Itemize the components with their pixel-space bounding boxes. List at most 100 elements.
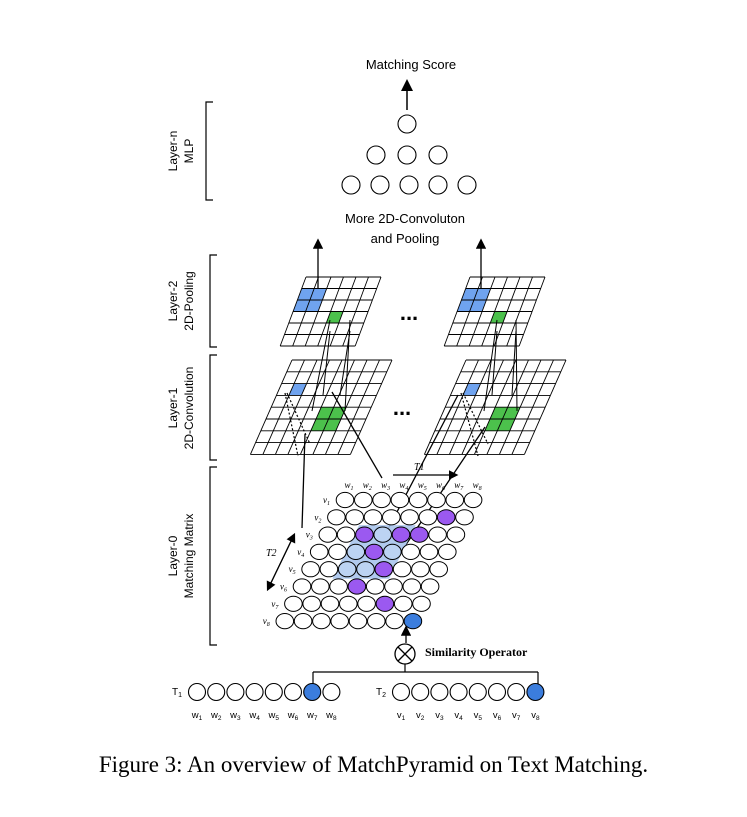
matrix-node <box>320 595 340 612</box>
mlp-node <box>370 175 390 195</box>
mlp-node <box>428 145 448 165</box>
layer-2-desc: 2D-Pooling <box>182 271 196 330</box>
conv-map-left <box>249 359 393 455</box>
matrix-node <box>390 491 410 509</box>
mlp-node <box>397 145 417 165</box>
matrix-node <box>446 526 466 543</box>
mlp-nodes <box>341 114 477 195</box>
conv-ellipsis: ... <box>393 395 411 420</box>
feature-map-grids <box>249 276 567 455</box>
matrix-node <box>391 526 411 543</box>
matrix-node <box>382 509 401 526</box>
matrix-node <box>420 578 440 595</box>
highlight-cell <box>490 311 508 323</box>
matrix-node <box>373 526 393 543</box>
word-node <box>226 682 245 702</box>
row-label: v6 <box>280 582 287 594</box>
highlight-cell <box>326 311 344 323</box>
matrix-node <box>375 595 395 612</box>
matrix-node <box>374 561 394 578</box>
word-node <box>322 682 341 702</box>
matrix-node <box>328 543 347 561</box>
word-label: v2 <box>416 710 425 722</box>
col-label: w1 <box>344 480 353 492</box>
pooling-map-left <box>279 276 382 347</box>
matrix-node <box>309 543 329 561</box>
similarity-operator-icon <box>394 643 416 665</box>
col-label: w7 <box>454 480 464 492</box>
matrix-node <box>383 543 402 561</box>
word-label: w8 <box>325 710 337 722</box>
matrix-node <box>384 578 403 595</box>
matrix-node <box>428 526 447 543</box>
row-label: v3 <box>306 530 313 542</box>
matrix-node <box>412 595 431 612</box>
matrix-node <box>354 491 373 509</box>
matrix-node <box>356 561 375 578</box>
mlp-node <box>399 175 419 195</box>
row-label: v2 <box>314 512 321 524</box>
matching-score-label: Matching Score <box>366 57 456 72</box>
matrix-node <box>372 491 391 509</box>
layer-1-bracket: Layer-1 2D-Convolution <box>166 354 217 461</box>
mlp-node <box>428 175 448 195</box>
word-label: w6 <box>287 710 299 722</box>
t1-axis-label: T1 <box>414 462 425 473</box>
word-node <box>264 682 283 702</box>
matrix-node <box>401 543 421 561</box>
matrix-node <box>347 578 367 595</box>
word-label: v6 <box>493 710 502 722</box>
word-label: w3 <box>229 710 241 722</box>
layer-n-desc: MLP <box>182 139 196 164</box>
matrix-node <box>292 578 312 595</box>
layer-n-name: Layer-n <box>166 131 180 172</box>
col-label: w4 <box>399 480 408 492</box>
matrix-node <box>436 509 456 526</box>
layer-2-bracket: Layer-2 2D-Pooling <box>166 254 217 348</box>
matrix-node <box>327 509 346 526</box>
word-label: v3 <box>435 710 444 722</box>
t2-axis-label: T2 <box>266 548 277 559</box>
col-label: w6 <box>436 480 445 492</box>
word-label: v5 <box>474 710 483 722</box>
matrix-node <box>329 578 348 595</box>
word-label: w7 <box>306 710 318 722</box>
matrix-node <box>301 561 320 578</box>
matrix-node <box>345 509 365 526</box>
mlp-node <box>341 175 361 195</box>
matrix-node <box>438 543 457 561</box>
matrix-node <box>337 561 357 578</box>
sequence-t2: T2 v1 v2 v3 v4 v5 v6 v7 v8 <box>376 682 545 722</box>
matrix-node <box>346 543 366 561</box>
word-node <box>526 682 545 702</box>
col-label: w3 <box>381 480 390 492</box>
matrix-node <box>335 491 355 509</box>
col-label: w8 <box>473 480 482 492</box>
matrix-node <box>429 561 449 578</box>
layer-1-desc: 2D-Convolution <box>182 367 196 450</box>
mlp-node <box>366 145 386 165</box>
word-label: w1 <box>191 710 203 722</box>
matrix-node <box>319 561 339 578</box>
word-node <box>507 682 526 702</box>
matrix-node <box>418 509 438 526</box>
word-node <box>430 682 449 702</box>
word-label: w2 <box>210 710 222 722</box>
word-node <box>187 682 207 702</box>
word-label: w5 <box>268 710 280 722</box>
matrix-node <box>364 543 384 561</box>
matrix-node <box>293 613 313 630</box>
highlight-cell <box>288 383 307 396</box>
layer-0-desc: Matching Matrix <box>182 514 196 599</box>
matrix-node <box>385 613 404 630</box>
row-label: v8 <box>263 616 270 628</box>
layer-1-name: Layer-1 <box>166 387 180 428</box>
row-label: v4 <box>297 547 304 559</box>
word-label: w4 <box>248 710 260 722</box>
layer-0-bracket: Layer-0 Matching Matrix <box>166 466 217 646</box>
matrix-node <box>463 491 483 509</box>
highlight-cell <box>462 383 481 396</box>
matrix-node <box>411 561 430 578</box>
matrix-node <box>402 578 422 595</box>
